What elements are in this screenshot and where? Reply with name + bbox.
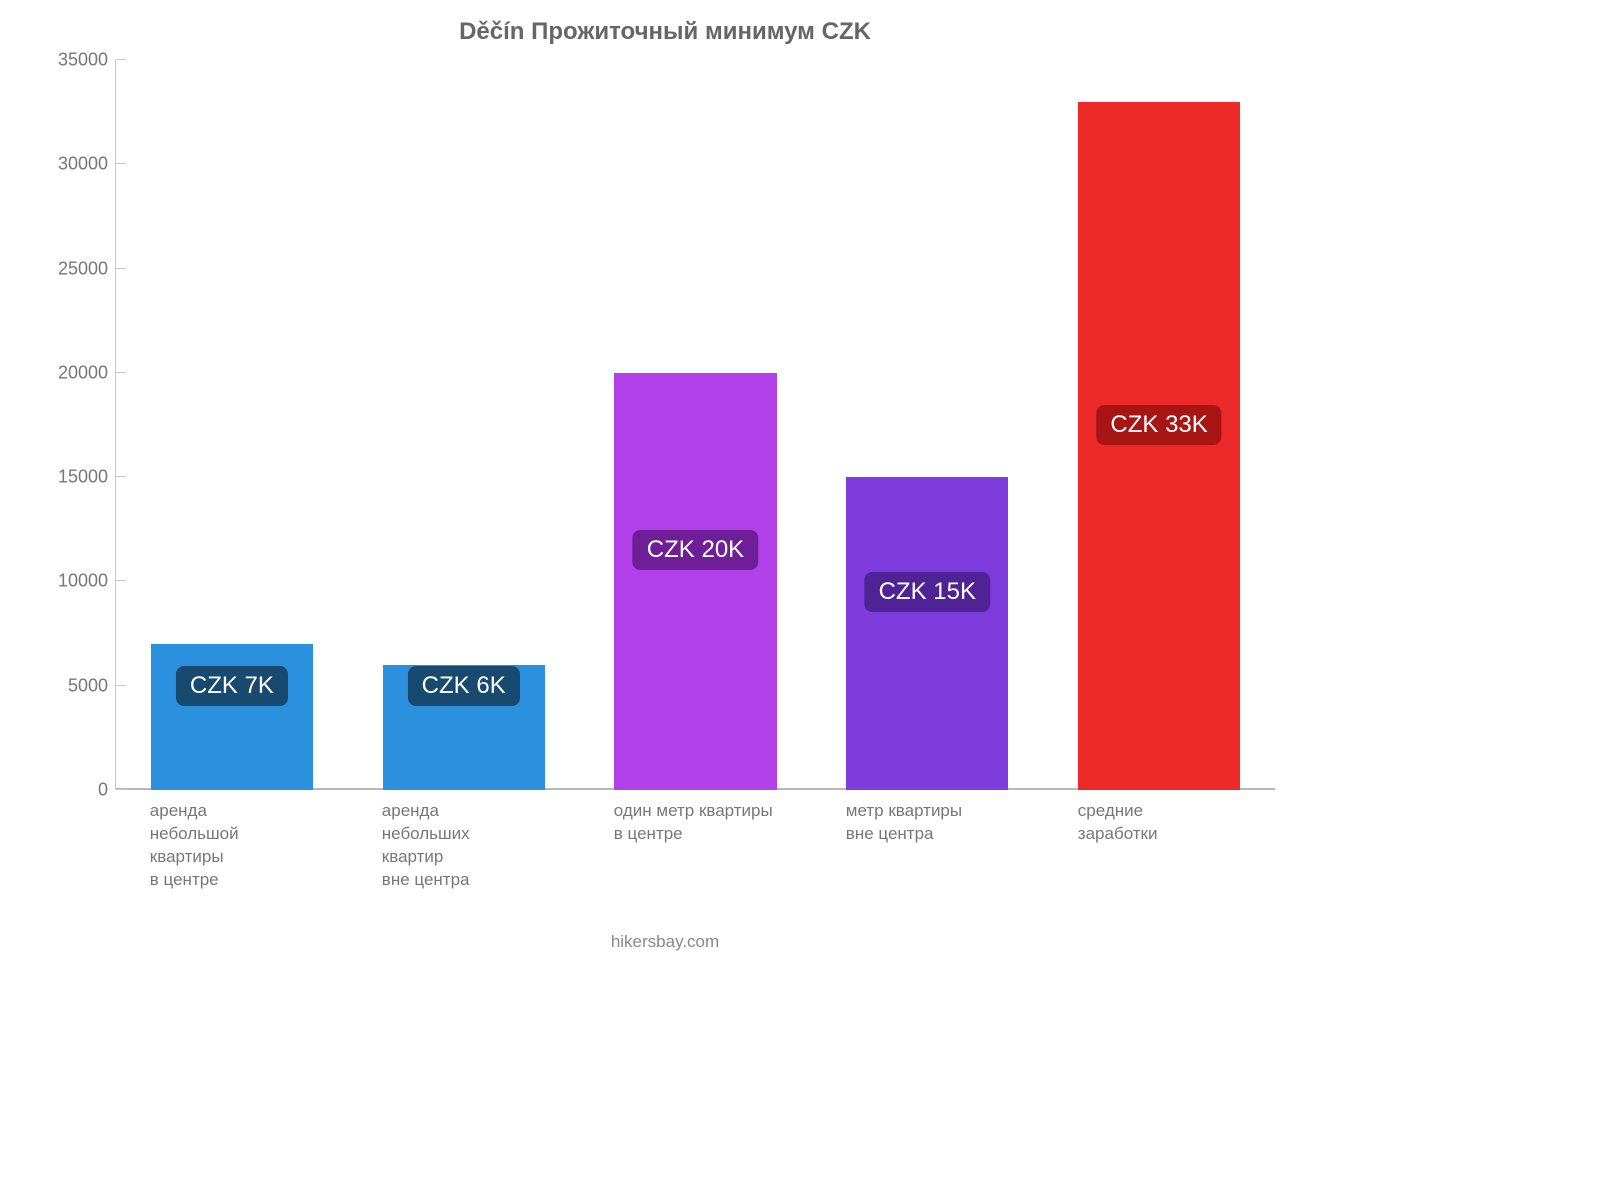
bar-chart: Děčín Прожиточный минимум CZK CZK 7KCZK … <box>40 10 1290 970</box>
y-tick: 10000 <box>116 580 126 581</box>
chart-footer: hikersbay.com <box>40 932 1290 952</box>
x-axis-label: метр квартиры вне центра <box>846 800 962 846</box>
value-badge: CZK 15K <box>865 572 990 612</box>
bar: CZK 33K <box>1078 102 1240 790</box>
y-tick: 0 <box>116 789 126 790</box>
y-tick: 5000 <box>116 685 126 686</box>
y-tick-label: 15000 <box>58 467 116 488</box>
y-tick-label: 25000 <box>58 258 116 279</box>
value-badge: CZK 6K <box>408 666 520 706</box>
y-tick-label: 10000 <box>58 571 116 592</box>
y-tick-label: 35000 <box>58 50 116 71</box>
value-badge: CZK 7K <box>176 666 288 706</box>
x-axis-label: аренда небольшой квартиры в центре <box>150 800 239 892</box>
x-axis-label: средние заработки <box>1078 800 1158 846</box>
y-tick-label: 30000 <box>58 154 116 175</box>
chart-title: Děčín Прожиточный минимум CZK <box>40 10 1290 50</box>
bar: CZK 7K <box>151 644 313 790</box>
bars-container: CZK 7K CZK 6K CZK 20K CZK 15K CZK 33K <box>116 60 1275 790</box>
y-tick-label: 20000 <box>58 362 116 383</box>
x-axis-label: аренда небольших квартир вне центра <box>382 800 470 892</box>
y-tick: 30000 <box>116 163 126 164</box>
y-tick: 20000 <box>116 372 126 373</box>
y-tick: 15000 <box>116 476 126 477</box>
x-axis-label: один метр квартиры в центре <box>614 800 773 846</box>
plot-area: CZK 7K CZK 6K CZK 20K CZK 15K CZK 33K 0 5000 1… <box>115 60 1275 790</box>
bar: CZK 20K <box>614 373 776 790</box>
value-badge: CZK 33K <box>1096 405 1221 445</box>
bar: CZK 6K <box>383 665 545 790</box>
bar: CZK 15K <box>846 477 1008 790</box>
y-tick-label: 5000 <box>68 675 116 696</box>
y-tick-label: 0 <box>98 780 116 801</box>
y-tick: 25000 <box>116 268 126 269</box>
y-tick: 35000 <box>116 59 126 60</box>
value-badge: CZK 20K <box>633 530 758 570</box>
